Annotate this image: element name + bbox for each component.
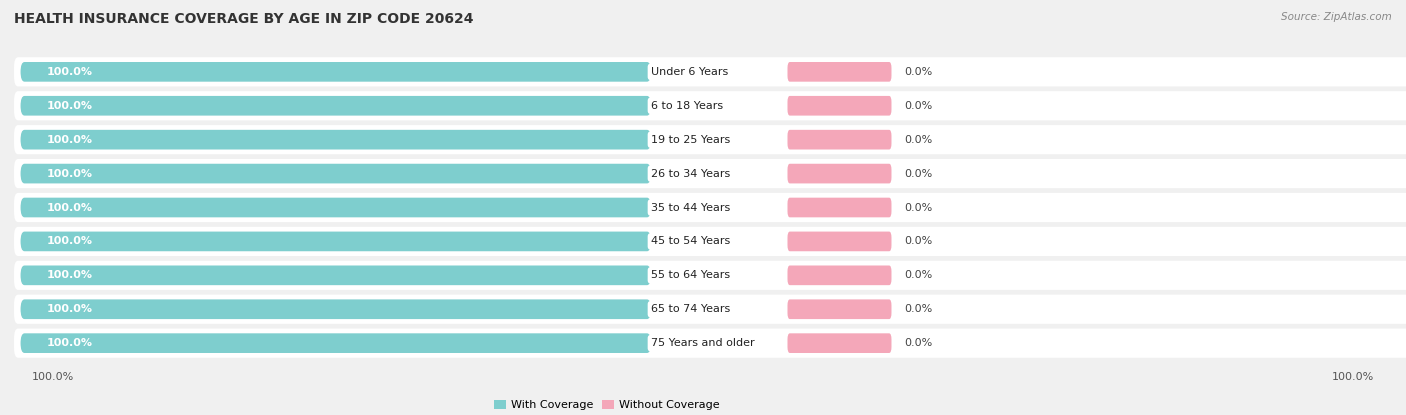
FancyBboxPatch shape xyxy=(787,96,891,116)
Text: 55 to 64 Years: 55 to 64 Years xyxy=(651,270,730,280)
FancyBboxPatch shape xyxy=(787,198,891,217)
FancyBboxPatch shape xyxy=(14,261,1406,290)
Text: 100.0%: 100.0% xyxy=(46,237,93,247)
FancyBboxPatch shape xyxy=(21,299,651,319)
FancyBboxPatch shape xyxy=(21,198,651,217)
Text: 100.0%: 100.0% xyxy=(46,101,93,111)
FancyBboxPatch shape xyxy=(14,193,1406,222)
FancyBboxPatch shape xyxy=(14,159,1406,188)
Text: Source: ZipAtlas.com: Source: ZipAtlas.com xyxy=(1281,12,1392,22)
FancyBboxPatch shape xyxy=(14,227,1406,256)
Text: 100.0%: 100.0% xyxy=(46,67,93,77)
Text: 100.0%: 100.0% xyxy=(46,338,93,348)
Text: 0.0%: 0.0% xyxy=(904,270,932,280)
FancyBboxPatch shape xyxy=(787,130,891,149)
Text: 6 to 18 Years: 6 to 18 Years xyxy=(651,101,723,111)
Text: 0.0%: 0.0% xyxy=(904,101,932,111)
FancyBboxPatch shape xyxy=(14,91,1406,120)
Text: HEALTH INSURANCE COVERAGE BY AGE IN ZIP CODE 20624: HEALTH INSURANCE COVERAGE BY AGE IN ZIP … xyxy=(14,12,474,27)
FancyBboxPatch shape xyxy=(787,232,891,251)
FancyBboxPatch shape xyxy=(14,329,1406,358)
Text: 0.0%: 0.0% xyxy=(904,135,932,145)
FancyBboxPatch shape xyxy=(21,232,651,251)
FancyBboxPatch shape xyxy=(21,333,651,353)
FancyBboxPatch shape xyxy=(787,333,891,353)
FancyBboxPatch shape xyxy=(21,62,651,82)
Text: Under 6 Years: Under 6 Years xyxy=(651,67,728,77)
FancyBboxPatch shape xyxy=(787,164,891,183)
Text: 0.0%: 0.0% xyxy=(904,237,932,247)
FancyBboxPatch shape xyxy=(21,266,651,285)
Text: 0.0%: 0.0% xyxy=(904,203,932,212)
Text: 100.0%: 100.0% xyxy=(46,203,93,212)
FancyBboxPatch shape xyxy=(787,62,891,82)
FancyBboxPatch shape xyxy=(14,57,1406,86)
Text: 35 to 44 Years: 35 to 44 Years xyxy=(651,203,730,212)
Text: 65 to 74 Years: 65 to 74 Years xyxy=(651,304,730,314)
Text: 0.0%: 0.0% xyxy=(904,338,932,348)
Text: 0.0%: 0.0% xyxy=(904,67,932,77)
Text: 100.0%: 100.0% xyxy=(46,270,93,280)
FancyBboxPatch shape xyxy=(787,266,891,285)
Text: 100.0%: 100.0% xyxy=(46,304,93,314)
Text: 100.0%: 100.0% xyxy=(46,168,93,178)
FancyBboxPatch shape xyxy=(21,130,651,149)
Text: 45 to 54 Years: 45 to 54 Years xyxy=(651,237,730,247)
FancyBboxPatch shape xyxy=(21,164,651,183)
FancyBboxPatch shape xyxy=(14,125,1406,154)
Text: 19 to 25 Years: 19 to 25 Years xyxy=(651,135,730,145)
FancyBboxPatch shape xyxy=(14,295,1406,324)
Text: 26 to 34 Years: 26 to 34 Years xyxy=(651,168,730,178)
Text: 0.0%: 0.0% xyxy=(904,304,932,314)
FancyBboxPatch shape xyxy=(787,299,891,319)
Legend: With Coverage, Without Coverage: With Coverage, Without Coverage xyxy=(494,400,718,410)
Text: 100.0%: 100.0% xyxy=(46,135,93,145)
Text: 75 Years and older: 75 Years and older xyxy=(651,338,755,348)
FancyBboxPatch shape xyxy=(21,96,651,116)
Text: 0.0%: 0.0% xyxy=(904,168,932,178)
